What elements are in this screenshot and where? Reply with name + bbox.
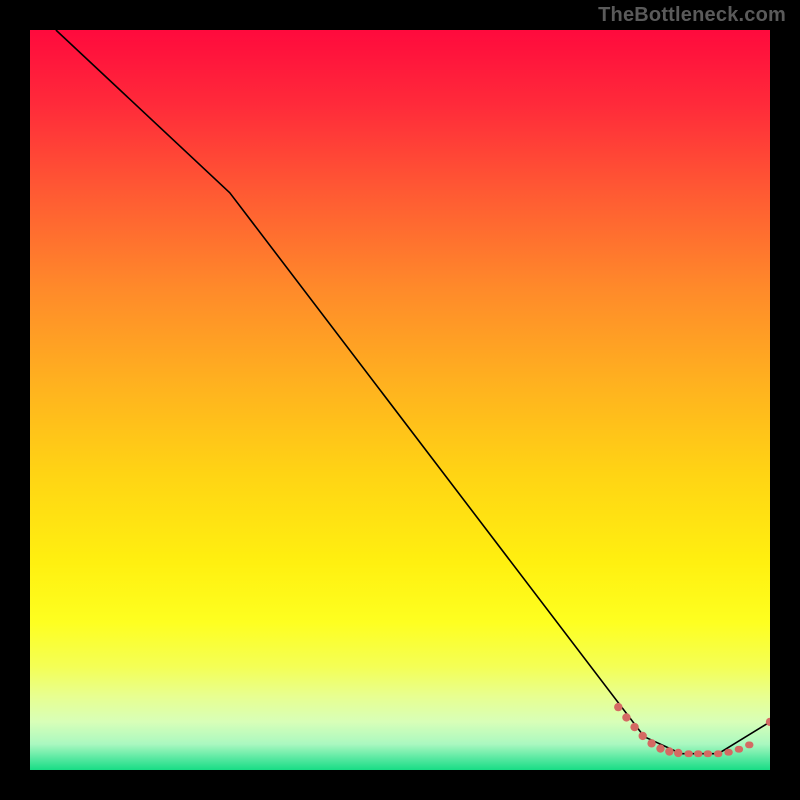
watermark-text: TheBottleneck.com [598,4,786,27]
chart-plot-area [30,30,770,770]
marker-cluster-3 [639,732,647,740]
marker-cluster-6 [665,747,673,755]
chart-line-layer [30,30,770,770]
marker-cluster-1 [622,713,630,721]
marker-dash-2 [704,750,712,757]
marker-dash-5 [735,746,743,753]
marker-cluster-4 [647,739,655,747]
marker-dash-1 [694,750,702,757]
marker-cluster-0 [614,703,622,711]
marker-cluster-7 [674,749,682,757]
marker-dash-4 [724,749,732,756]
marker-cluster-5 [656,744,664,752]
marker-dash-0 [684,750,692,757]
marker-dash-3 [714,750,722,757]
chart-main-line [56,30,770,754]
marker-dash-6 [745,741,753,748]
marker-cluster-2 [630,723,638,731]
